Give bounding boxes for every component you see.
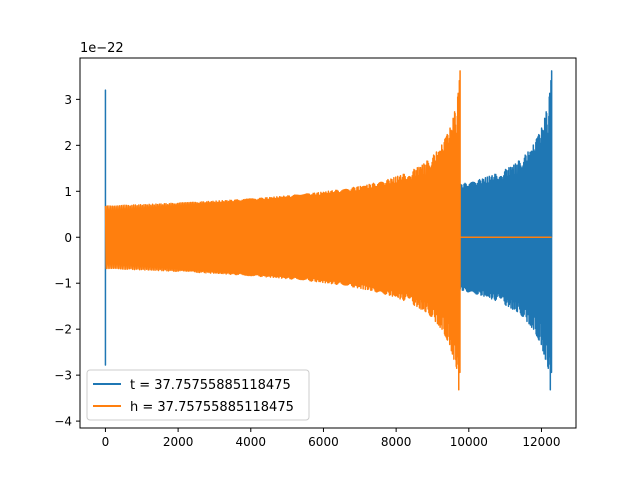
y-tick-label: −1 [54, 277, 72, 291]
y-tick-label: 3 [64, 93, 72, 107]
y-offset-label: 1e−22 [80, 41, 124, 56]
x-tick-label: 4000 [236, 435, 267, 449]
x-tick-label: 8000 [381, 435, 412, 449]
legend-label-h: h = 37.75755885118475 [130, 400, 294, 415]
x-tick-label: 6000 [308, 435, 339, 449]
x-tick-label: 12000 [522, 435, 560, 449]
legend-label-t: t = 37.75755885118475 [130, 378, 291, 393]
y-axis: −4 −3 −2 −1 0 1 2 3 [54, 93, 80, 429]
series-layer [104, 70, 553, 391]
y-tick-label: 2 [64, 139, 72, 153]
x-tick-label: 2000 [163, 435, 194, 449]
y-tick-label: 1 [64, 185, 72, 199]
y-tick-label: −2 [54, 323, 72, 337]
x-tick-label: 0 [102, 435, 110, 449]
legend: t = 37.75755885118475 h = 37.75755885118… [86, 369, 310, 421]
y-tick-label: −4 [54, 415, 72, 429]
y-tick-label: −3 [54, 369, 72, 383]
series-h-line [104, 70, 552, 391]
plot-frame [79, 57, 577, 429]
x-tick-label: 10000 [450, 435, 488, 449]
y-tick-label: 0 [64, 231, 72, 245]
x-axis: 0 2000 4000 6000 8000 10000 12000 [102, 428, 561, 449]
legend-box [86, 369, 310, 421]
